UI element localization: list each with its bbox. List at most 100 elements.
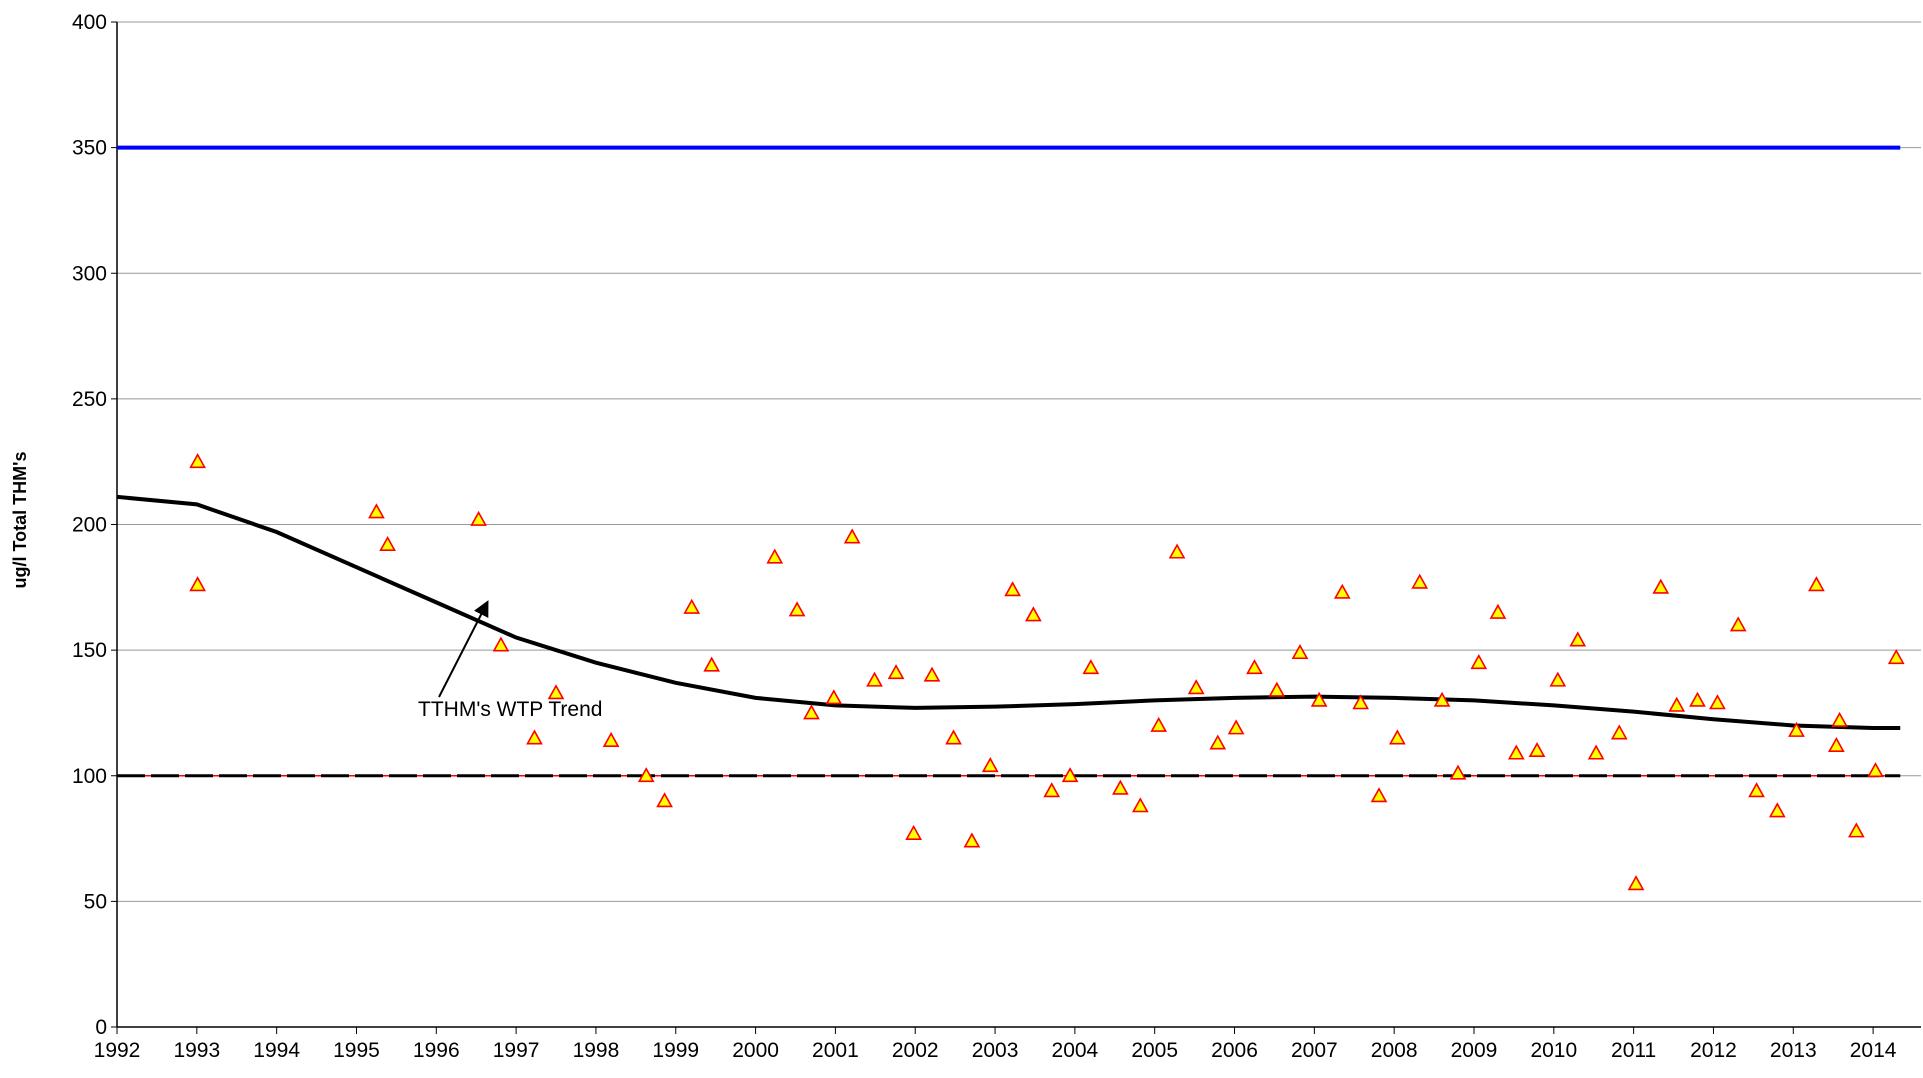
- triangle-marker: [1112, 779, 1129, 795]
- triangle-marker: [379, 535, 396, 551]
- triangle-marker: [1847, 822, 1865, 838]
- triangle-marker: [825, 689, 843, 705]
- triangle-marker: [492, 636, 510, 652]
- triangle-marker: [1709, 694, 1726, 710]
- x-tick-label: 2005: [1131, 1039, 1178, 1062]
- triangle-marker: [470, 510, 487, 526]
- triangle-marker: [1209, 734, 1227, 750]
- y-tick-label: 0: [95, 1016, 107, 1039]
- triangle-marker: [1150, 716, 1168, 732]
- x-tick-label: 2009: [1451, 1039, 1498, 1062]
- y-tick-label: 400: [72, 11, 107, 34]
- x-tick-label: 2000: [732, 1039, 779, 1062]
- y-tick-label: 350: [72, 137, 107, 160]
- triangle-marker: [1025, 606, 1042, 622]
- triangle-marker: [683, 598, 701, 614]
- triangle-marker: [1187, 679, 1205, 695]
- triangle-marker: [905, 824, 922, 840]
- triangle-marker: [788, 601, 806, 617]
- triangle-marker: [547, 684, 565, 700]
- y-tick-label: 250: [72, 388, 107, 411]
- triangle-marker: [1887, 649, 1905, 665]
- x-tick-label: 2006: [1211, 1039, 1258, 1062]
- triangle-marker: [602, 731, 620, 747]
- triangle-marker: [945, 729, 962, 745]
- x-tick-label: 1998: [573, 1039, 620, 1062]
- triangle-marker: [1729, 616, 1747, 632]
- triangle-marker: [1168, 543, 1186, 559]
- triangle-marker: [1689, 691, 1706, 707]
- triangle-marker: [1433, 691, 1451, 707]
- triangle-marker: [1004, 581, 1021, 597]
- x-tick-label: 2013: [1770, 1039, 1817, 1062]
- triangle-marker: [1082, 659, 1100, 675]
- triangle-marker: [1333, 583, 1351, 599]
- y-axis-label: ug/l Total THM's: [10, 452, 30, 589]
- x-tick-label: 1994: [253, 1039, 300, 1062]
- triangle-marker: [1310, 691, 1328, 707]
- triangle-marker: [189, 453, 206, 469]
- triangle-marker: [1449, 764, 1467, 780]
- triangle-marker: [1528, 741, 1546, 758]
- triangle-marker: [1652, 578, 1670, 594]
- triangle-marker: [1748, 782, 1765, 798]
- y-tick-label: 150: [72, 639, 107, 662]
- x-tick-label: 1992: [94, 1039, 141, 1062]
- triangle-marker: [1131, 797, 1149, 813]
- x-tick-label: 2002: [892, 1039, 939, 1062]
- triangle-marker: [803, 704, 820, 720]
- triangle-marker: [1061, 767, 1079, 783]
- triangle-marker: [981, 757, 999, 773]
- triangle-marker: [1808, 576, 1825, 592]
- triangle-marker: [1043, 782, 1061, 798]
- triangle-marker: [637, 767, 655, 783]
- triangle-marker: [1411, 573, 1429, 589]
- x-tick-label: 2001: [812, 1039, 859, 1062]
- x-tick-label: 2007: [1291, 1039, 1338, 1062]
- x-tick-label: 2012: [1690, 1039, 1737, 1062]
- y-tick-label: 300: [72, 262, 107, 285]
- triangle-marker: [1291, 643, 1309, 660]
- triangle-marker: [963, 832, 981, 848]
- triangle-marker: [368, 503, 385, 519]
- grid: [111, 21, 1921, 1034]
- annotation-arrow: [438, 600, 489, 698]
- triangle-marker: [656, 792, 673, 808]
- triangle-marker: [843, 528, 861, 544]
- triangle-marker: [923, 666, 941, 682]
- triangle-marker: [1507, 744, 1525, 760]
- x-tick-label: 2003: [972, 1039, 1019, 1062]
- y-tick-label: 200: [72, 514, 107, 537]
- triangle-marker: [1828, 736, 1845, 752]
- triangle-marker: [1389, 729, 1406, 745]
- x-tick-label: 2008: [1371, 1039, 1418, 1062]
- x-tick-label: 2004: [1052, 1039, 1099, 1062]
- triangle-marker: [1867, 762, 1884, 778]
- triangle-marker: [1768, 802, 1786, 818]
- triangle-marker: [1489, 603, 1507, 619]
- triangle-marker: [1549, 671, 1567, 687]
- x-tick-label: 1996: [413, 1039, 460, 1062]
- y-tick-label: 100: [72, 765, 107, 788]
- triangle-marker: [1268, 681, 1286, 697]
- triangle-marker: [526, 729, 543, 745]
- triangle-marker: [1831, 711, 1848, 727]
- y-tick-label: 50: [84, 890, 107, 913]
- triangle-marker: [766, 548, 784, 564]
- x-tick-label: 2014: [1850, 1039, 1897, 1062]
- triangle-marker: [189, 576, 206, 592]
- x-tick-label: 2010: [1530, 1039, 1577, 1062]
- x-tick-label: 1995: [333, 1039, 380, 1062]
- triangle-marker: [1668, 696, 1686, 712]
- annotation: TTHM's WTP Trend: [418, 698, 602, 721]
- line-series: [116, 494, 1901, 731]
- triangle-marker: [1352, 694, 1369, 710]
- triangle-marker: [1610, 724, 1628, 740]
- triangle-marker: [1227, 719, 1245, 735]
- triangle-marker: [1470, 654, 1488, 670]
- triangle-marker: [1587, 744, 1605, 760]
- triangle-marker: [1370, 787, 1388, 803]
- x-tick-label: 1997: [493, 1039, 540, 1062]
